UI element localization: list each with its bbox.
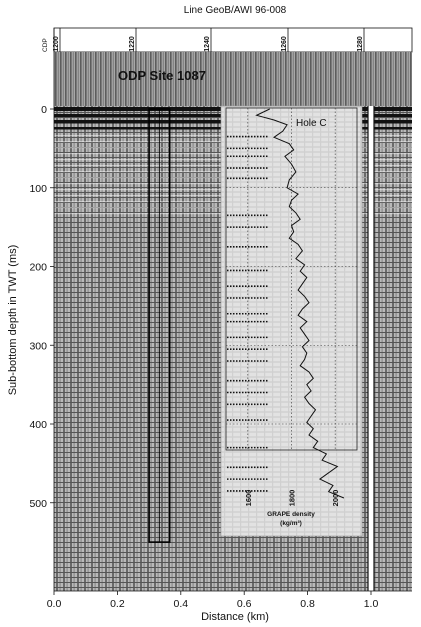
y-tick-label: 500 (29, 498, 47, 510)
y-tick-label: 300 (29, 340, 47, 352)
inset-x-label-line1: GRAPE density (267, 511, 315, 518)
cdp-ticks: 1200 1220 1240 1260 1280 (53, 28, 365, 52)
density-series-line (255, 108, 345, 499)
cdp-tick-label: 1260 (281, 36, 288, 52)
y-ticks: 0 100 200 300 400 500 (29, 104, 54, 510)
y-tick-label: 200 (29, 262, 47, 274)
x-tick-label: 0.8 (300, 598, 315, 610)
seismic-upper-band (54, 52, 412, 106)
x-axis-label: Distance (km) (201, 611, 269, 623)
chart-title: Line GeoB/AWI 96-008 (184, 5, 287, 16)
inset-x-tick-label: 2000 (331, 490, 340, 507)
x-tick-label: 1.0 (364, 598, 379, 610)
cdp-tick-label: 1240 (204, 36, 211, 52)
cdp-axis-label: CDP (42, 38, 49, 52)
inset-x-tick-label: 1800 (288, 490, 297, 507)
inset-dotted-markers (227, 135, 268, 492)
y-tick-label: 0 (41, 104, 47, 116)
site-label: ODP Site 1087 (118, 68, 206, 83)
cdp-strip (53, 27, 413, 53)
cdp-tick-label: 1280 (357, 36, 364, 52)
cdp-tick-label: 1200 (53, 36, 60, 52)
x-tick-label: 0.2 (110, 598, 125, 610)
x-ticks: 0.0 0.2 0.4 0.6 0.8 1.0 (47, 591, 379, 610)
x-tick-label: 0.0 (47, 598, 62, 610)
inset-x-tick-label: 1600 (244, 490, 253, 507)
hole-label: Hole C (296, 118, 327, 129)
x-tick-label: 0.4 (173, 598, 188, 610)
profile-edge-gap (368, 106, 374, 591)
y-tick-label: 400 (29, 419, 47, 431)
x-tick-label: 0.6 (237, 598, 252, 610)
profile-right-edge (367, 106, 375, 591)
y-tick-label: 100 (29, 183, 47, 195)
cdp-tick-label: 1220 (129, 36, 136, 52)
inset-x-ticks: 1600 1800 2000 (244, 490, 340, 507)
inset-x-label-line2: (kg/m³) (280, 520, 302, 527)
y-axis-label: Sub-bottom depth in TWT (ms) (7, 245, 19, 396)
